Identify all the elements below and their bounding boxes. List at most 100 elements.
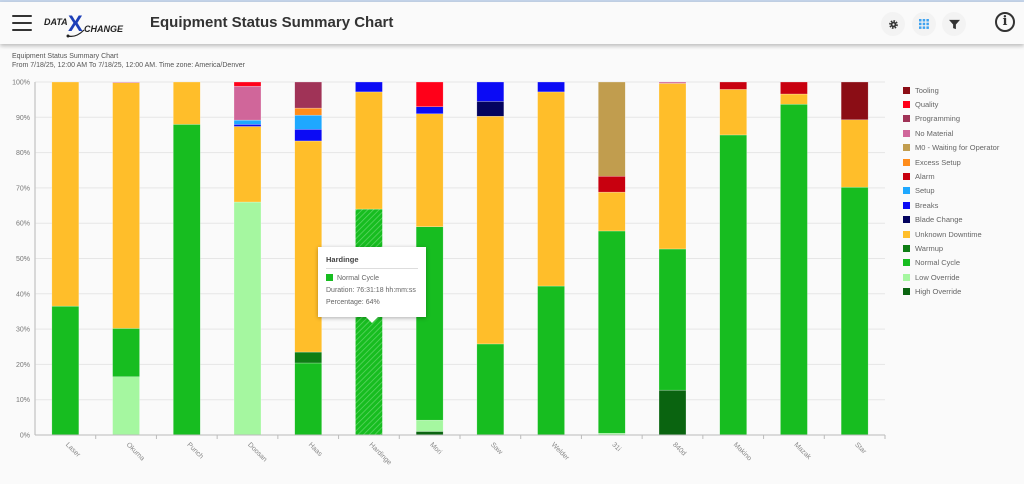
bar-segment-normal-cycle [476,343,505,436]
bar-segment-no-material [112,81,140,83]
svg-text:X: X [68,11,83,36]
legend-label: Warmup [915,243,944,253]
bar-segment-tooling [840,81,869,121]
legend-item[interactable]: Quality [903,97,999,111]
bar-segment-unknown-downtime [51,81,80,307]
bar-segment-breaks [355,81,383,93]
bar-segment-alarm [598,176,626,193]
legend-item[interactable]: Low Override [903,270,999,284]
legend-item[interactable]: Tooling [903,83,999,97]
bar-segment-unknown-downtime [355,91,383,210]
bar-segment-m0-waiting-for-operator [598,81,626,177]
legend-item[interactable]: M0 - Waiting for Operator [903,141,999,155]
y-tick-label: 0% [20,433,30,440]
legend-item[interactable]: No Material [903,126,999,140]
bar-segment-alarm [780,81,808,95]
x-tick-label: Saw [489,441,504,456]
hamburger-menu-icon[interactable] [12,15,32,31]
legend-swatch [903,259,910,267]
x-tick-label: Doosan [246,441,268,463]
legend-label: Breaks [915,200,939,210]
legend-item[interactable]: Normal Cycle [903,256,999,270]
legend-item[interactable]: Programming [903,112,999,126]
y-tick-label: 10% [16,397,30,404]
y-tick-label: 50% [16,256,30,263]
bar-segment-normal-cycle [840,186,869,436]
legend-item[interactable]: Breaks [903,198,999,212]
legend-swatch [903,101,910,109]
app-header: DATA X CHANGE Equipment Status Summary C… [0,2,1024,44]
legend-item[interactable]: Blade Change [903,213,999,227]
y-tick-label: 70% [16,185,30,192]
legend-item[interactable]: High Override [903,284,999,298]
info-icon[interactable]: i [995,12,1015,32]
bar-segment-breaks [233,124,262,127]
bar-segment-quality [233,81,262,87]
bar-segment-normal-cycle [658,248,687,391]
bar-segment-setup [294,114,322,130]
bar-segment-unknown-downtime [780,93,808,105]
bar-segment-setup [233,119,262,125]
y-tick-label: 60% [16,221,30,228]
y-tick-label: 40% [16,291,30,298]
bar-segment-normal-cycle [719,134,747,436]
bar-segment-no-material [233,85,262,121]
bar-segment-unknown-downtime [294,140,322,353]
bar-segment-breaks [415,106,444,115]
bar-segment-unknown-downtime [173,81,201,125]
bar-segment-low-override [415,419,444,432]
legend-item[interactable]: Warmup [903,241,999,255]
y-tick-label: 30% [16,327,30,334]
filter-button[interactable] [942,12,966,36]
y-tick-label: 90% [16,115,30,122]
bar-segment-normal-cycle [780,103,808,436]
legend-swatch [903,173,910,181]
legend-item[interactable]: Alarm [903,169,999,183]
bar-segment-programming [294,81,322,109]
legend-swatch [903,86,910,94]
legend-swatch [903,216,910,224]
legend-item[interactable]: Setup [903,184,999,198]
legend-label: Blade Change [915,215,963,225]
x-tick-label: Punch [185,441,204,460]
bar-segment-breaks [476,81,505,102]
x-tick-label: 840d [671,441,687,457]
tooltip-percentage: Percentage: 64% [326,299,380,306]
x-tick-label: 31i [610,441,622,453]
tooltip-duration: Duration: 76:31:18 hh:mm:ss [326,287,416,294]
bar-segment-blade-change [476,101,505,117]
legend-label: Quality [915,100,939,110]
bar-segment-unknown-downtime [112,82,140,329]
bar-segment-no-material [658,81,687,84]
x-tick-label: Haas [307,441,324,458]
grid-icon [919,19,929,29]
legend-swatch [903,230,910,238]
bar-segment-low-override [233,201,262,436]
legend-item[interactable]: Excess Setup [903,155,999,169]
legend-item[interactable]: Unknown Downtime [903,227,999,241]
bar-segment-unknown-downtime [415,113,444,227]
legend-swatch [903,288,910,296]
x-tick-label: Mazak [793,441,813,461]
tooltip-arrow [366,317,378,323]
legend-label: No Material [915,128,954,138]
bar-segment-quality [415,81,444,107]
legend-label: Unknown Downtime [915,229,982,239]
top-border [0,0,1024,2]
x-tick-label: Makino [732,441,753,462]
tooltip-swatch [326,274,333,281]
chart-subtitle: Equipment Status Summary Chart [12,53,119,60]
legend-label: Normal Cycle [915,258,961,268]
datax-change-logo: DATA X CHANGE [44,11,124,38]
grid-view-button[interactable] [912,12,936,36]
bar-segment-breaks [537,81,565,93]
bar-segment-normal-cycle [173,124,201,436]
settings-button[interactable] [881,12,905,36]
bar-segment-unknown-downtime [719,89,747,136]
legend-swatch [903,144,910,152]
legend-swatch [903,187,910,195]
legend-label: Low Override [915,272,960,282]
legend-label: Alarm [915,172,935,182]
legend-swatch [903,115,910,123]
bar-segment-normal-cycle [598,230,626,434]
